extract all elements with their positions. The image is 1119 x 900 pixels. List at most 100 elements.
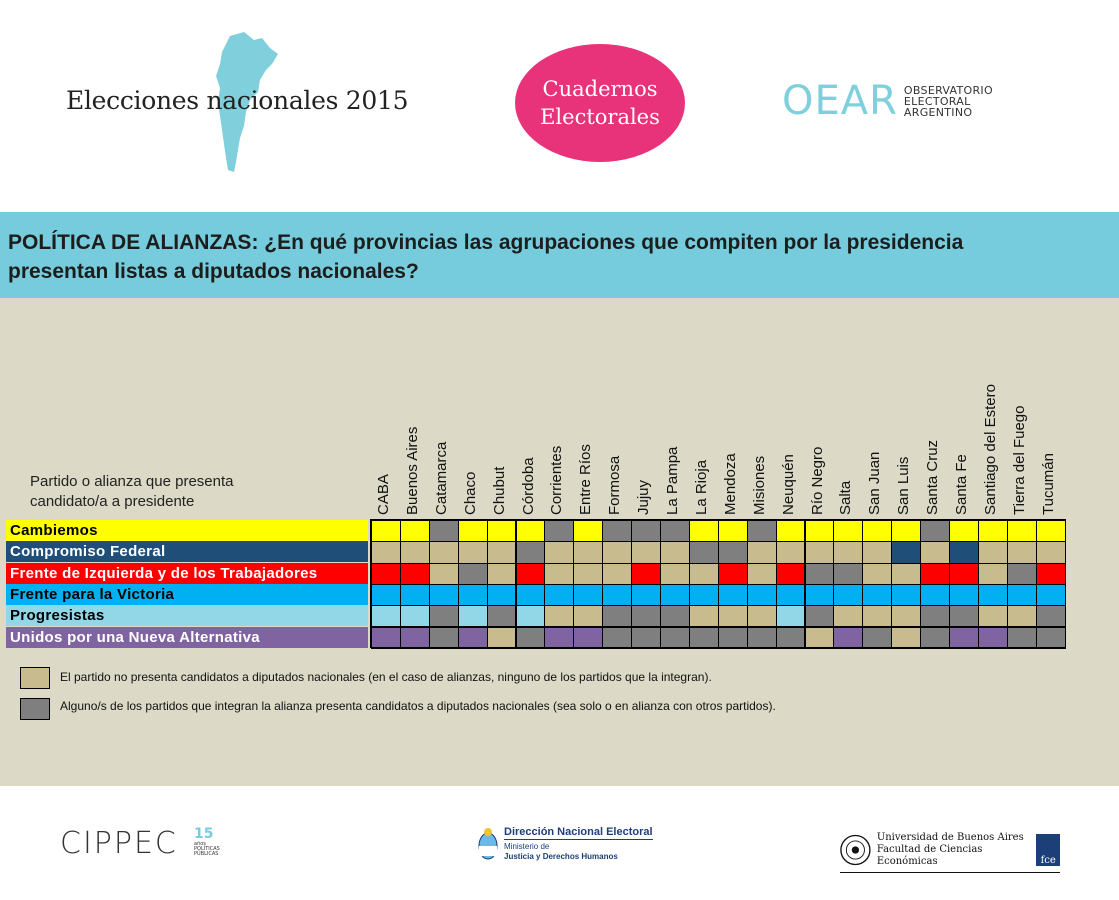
table-cell (573, 583, 604, 607)
table-cell (920, 626, 950, 649)
table-cell (949, 562, 979, 585)
column-label-text: Salta (837, 480, 855, 515)
table-cell (775, 583, 806, 607)
row-header-line-1: Partido o alianza que presenta (30, 473, 234, 490)
table-cell (399, 541, 430, 564)
uba-line-2: Facultad de Ciencias Económicas (876, 844, 983, 867)
column-label-text: Neuquén (779, 454, 797, 515)
table-cell (371, 520, 401, 543)
table-cell (775, 605, 806, 628)
table-cell (688, 626, 719, 649)
table-cell (804, 520, 835, 543)
table-cell (688, 583, 719, 607)
table-cell (486, 541, 517, 564)
table-cell (977, 583, 1008, 607)
table-cell (804, 583, 835, 607)
question-text: POLÍTICA DE ALIANZAS: ¿En qué provincias… (8, 231, 964, 283)
uba-text: Universidad de Buenos Aires Facultad de … (877, 832, 1031, 868)
table-cell (1006, 541, 1037, 564)
table-cell (399, 626, 430, 649)
table-cell (399, 605, 430, 628)
column-label-text: La Pampa (664, 446, 681, 515)
table-cell (515, 605, 546, 628)
table-cell (515, 626, 546, 649)
table-cell (862, 605, 893, 628)
table-cell (804, 562, 835, 585)
column-label-text: Tucumán (1039, 453, 1057, 515)
table-cell (573, 562, 604, 585)
table-cell (949, 626, 979, 649)
uba-line-1: Universidad de Buenos Aires (876, 832, 1024, 843)
table-cell (833, 583, 864, 607)
oear-line-3: ARGENTINO (903, 105, 973, 119)
table-cell (804, 626, 835, 649)
table-cell (515, 583, 546, 607)
table-cell (515, 562, 546, 585)
publication-title: Elecciones nacionales 2015 (66, 86, 409, 115)
table-cell (1035, 605, 1066, 628)
dne-text: Dirección Nacional Electoral Ministerio … (504, 826, 653, 862)
table-cell (977, 520, 1008, 543)
table-cell (1035, 520, 1066, 543)
dne-sub-2: Justicia y Derechos Humanos (504, 852, 618, 861)
table-cell (544, 626, 575, 649)
table-cell (631, 541, 661, 564)
legend-swatch-alianza (20, 698, 50, 720)
table-cell (544, 541, 575, 564)
table-cell (544, 583, 575, 607)
cippec-tag: POLÍTICAS PÚBLICAS (194, 846, 220, 857)
table-cell (428, 520, 459, 543)
table-cell (891, 626, 922, 649)
dne-sub-1: Ministerio de (504, 842, 550, 851)
table-cell (891, 562, 922, 585)
column-label-text: CABA (375, 474, 392, 515)
column-label-text: Chaco (461, 471, 479, 515)
table-cell (746, 626, 777, 649)
table-cell (746, 562, 777, 585)
table-cell (717, 583, 748, 607)
table-cell (1006, 562, 1037, 585)
table-cell (775, 541, 806, 564)
table-cell (1035, 583, 1066, 607)
table-cell (631, 562, 661, 585)
table-cell (977, 626, 1008, 649)
table-cell (833, 626, 864, 649)
table-cell (544, 520, 575, 543)
table-cell (428, 626, 459, 649)
table-cell (660, 520, 690, 543)
dne-logo: Dirección Nacional Electoral Ministerio … (478, 826, 653, 862)
question-banner (0, 212, 1119, 298)
table-cell (717, 626, 748, 649)
table-cell (746, 583, 777, 607)
table-cell (602, 583, 633, 607)
column-label-text: Santa Cruz (924, 439, 942, 515)
table-cell (573, 605, 604, 628)
row-label: Progresistas (6, 605, 368, 627)
table-cell (688, 541, 719, 564)
column-label-text: Corrientes (548, 445, 566, 515)
row-label: Cambiemos (6, 520, 368, 541)
column-label-text: Santiago del Estero (981, 384, 999, 515)
row-label: Compromiso Federal (6, 541, 368, 563)
cuadernos-badge: Cuadernos Electorales (515, 44, 685, 162)
table-cell (573, 541, 604, 564)
column-label-text: Misiones (750, 455, 768, 515)
table-cell (428, 583, 459, 607)
table-cell (862, 626, 893, 649)
table-cell (457, 562, 488, 585)
table-cell (862, 520, 893, 543)
table-cell (891, 583, 922, 607)
table-cell (573, 626, 604, 649)
table-cell (746, 605, 777, 628)
table-cell (775, 562, 806, 585)
table-cell (544, 562, 575, 585)
table-cell (602, 605, 633, 628)
oear-line-2: ELECTORAL (903, 94, 971, 108)
table-cell (775, 626, 806, 649)
table-cell (457, 626, 488, 649)
table-cell (486, 562, 517, 585)
footer (0, 786, 1119, 900)
row-header-line-2: candidato/a a presidente (30, 493, 195, 510)
table-cell (717, 562, 748, 585)
table-cell (949, 520, 979, 543)
